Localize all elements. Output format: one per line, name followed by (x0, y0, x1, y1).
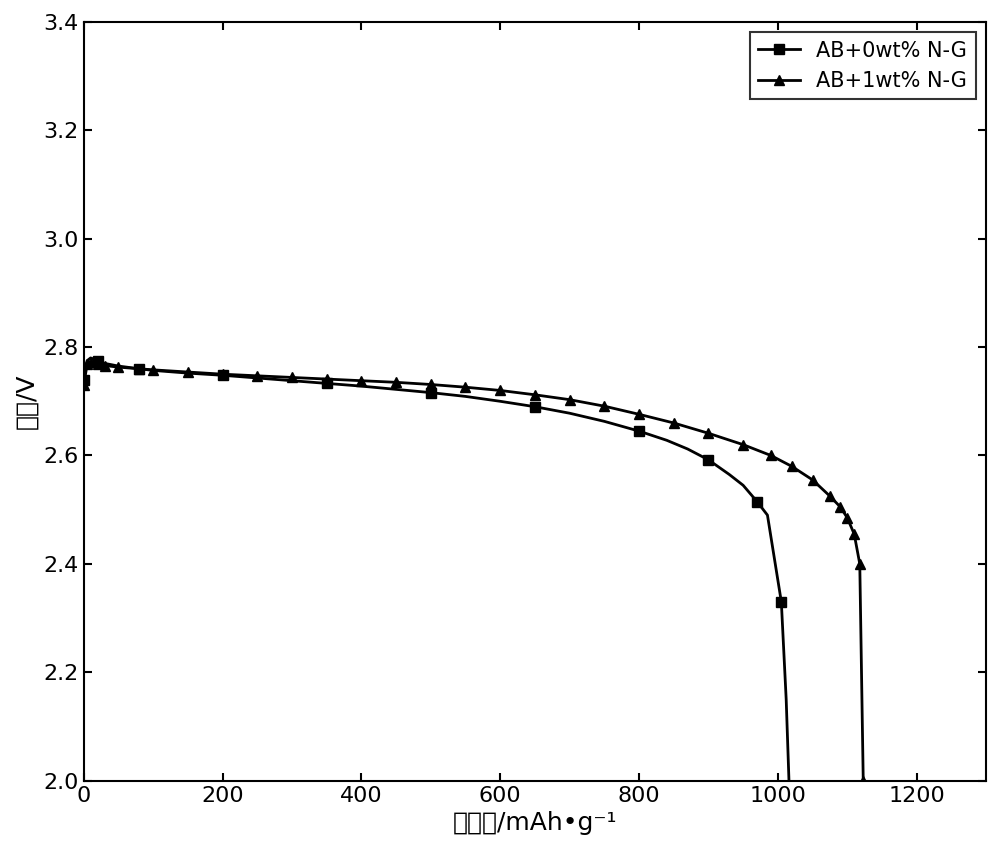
AB+1wt% N-G (765, 451, 777, 461)
AB+1wt% N-G (494, 385, 506, 396)
AB+1wt% N-G (668, 418, 680, 428)
AB+1wt% N-G (81, 359, 93, 369)
AB+0wt% N-G (459, 391, 471, 402)
AB+0wt% N-G (633, 426, 645, 436)
AB+0wt% N-G (780, 694, 792, 705)
AB+0wt% N-G (321, 379, 333, 389)
AB+1wt% N-G (321, 374, 333, 384)
AB+0wt% N-G (564, 408, 576, 419)
AB+1wt% N-G (854, 559, 866, 569)
AB+1wt% N-G (425, 380, 437, 390)
AB+0wt% N-G (133, 363, 145, 374)
AB+1wt% N-G (834, 502, 846, 512)
AB+1wt% N-G (459, 382, 471, 392)
AB+1wt% N-G (251, 371, 263, 381)
AB+0wt% N-G (81, 356, 93, 366)
AB+0wt% N-G (768, 554, 780, 564)
AB+0wt% N-G (182, 368, 194, 378)
Line: AB+0wt% N-G: AB+0wt% N-G (79, 353, 794, 785)
AB+0wt% N-G (286, 375, 298, 385)
AB+0wt% N-G (598, 416, 610, 426)
AB+0wt% N-G (425, 387, 437, 397)
AB+0wt% N-G (783, 776, 795, 786)
AB+0wt% N-G (761, 510, 773, 520)
AB+0wt% N-G (702, 455, 714, 465)
AB+1wt% N-G (390, 377, 402, 387)
AB+1wt% N-G (133, 363, 145, 374)
AB+1wt% N-G (147, 365, 159, 375)
AB+0wt% N-G (99, 358, 111, 368)
AB+0wt% N-G (661, 436, 673, 446)
X-axis label: 比容量/mAh•g⁻¹: 比容量/mAh•g⁻¹ (453, 811, 617, 835)
AB+0wt% N-G (355, 381, 367, 391)
AB+1wt% N-G (841, 513, 853, 523)
AB+1wt% N-G (702, 428, 714, 438)
AB+1wt% N-G (857, 776, 869, 786)
Line: AB+1wt% N-G: AB+1wt% N-G (79, 357, 868, 785)
AB+0wt% N-G (147, 365, 159, 375)
AB+1wt% N-G (737, 440, 749, 450)
AB+0wt% N-G (112, 361, 124, 371)
AB+1wt% N-G (633, 409, 645, 419)
AB+1wt% N-G (529, 390, 541, 400)
Y-axis label: 电压/V: 电压/V (14, 374, 38, 429)
AB+1wt% N-G (786, 461, 798, 471)
AB+0wt% N-G (494, 396, 506, 407)
AB+0wt% N-G (529, 402, 541, 412)
AB+0wt% N-G (751, 497, 763, 507)
AB+0wt% N-G (737, 481, 749, 491)
AB+0wt% N-G (217, 370, 229, 380)
AB+1wt% N-G (598, 401, 610, 411)
AB+1wt% N-G (286, 373, 298, 383)
AB+0wt% N-G (85, 353, 97, 363)
AB+0wt% N-G (682, 444, 694, 454)
AB+0wt% N-G (92, 356, 104, 366)
AB+1wt% N-G (355, 375, 367, 385)
AB+1wt% N-G (824, 491, 836, 501)
AB+1wt% N-G (807, 475, 819, 485)
AB+0wt% N-G (251, 373, 263, 383)
AB+0wt% N-G (78, 374, 90, 385)
AB+1wt% N-G (182, 367, 194, 377)
AB+1wt% N-G (112, 362, 124, 372)
AB+0wt% N-G (775, 597, 787, 607)
AB+0wt% N-G (390, 385, 402, 395)
AB+0wt% N-G (723, 469, 735, 480)
AB+1wt% N-G (217, 369, 229, 380)
AB+1wt% N-G (848, 529, 860, 539)
AB+1wt% N-G (99, 361, 111, 371)
Legend: AB+0wt% N-G, AB+1wt% N-G: AB+0wt% N-G, AB+1wt% N-G (750, 32, 976, 99)
AB+1wt% N-G (564, 395, 576, 405)
AB+1wt% N-G (85, 357, 97, 368)
AB+1wt% N-G (78, 380, 90, 391)
AB+1wt% N-G (92, 359, 104, 369)
